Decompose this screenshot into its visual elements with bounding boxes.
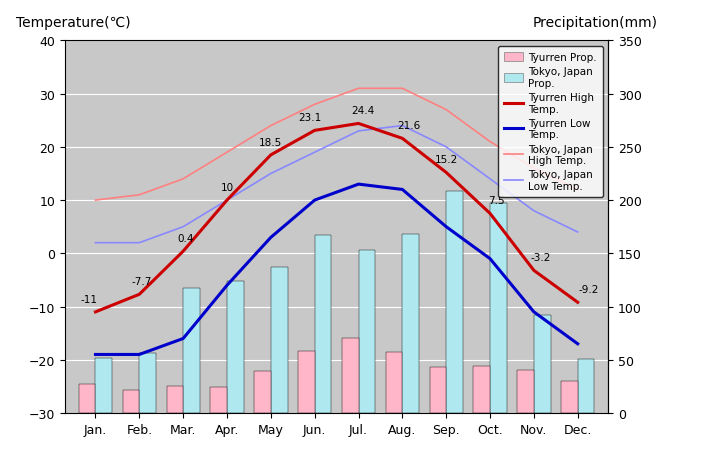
Bar <box>122 390 140 413</box>
Bar <box>359 251 375 413</box>
Bar <box>534 315 551 413</box>
Bar <box>342 339 359 413</box>
Bar <box>227 281 243 413</box>
Text: 18.5: 18.5 <box>259 138 282 147</box>
Text: Temperature(℃): Temperature(℃) <box>16 16 130 30</box>
Text: -7.7: -7.7 <box>131 277 152 287</box>
Text: -9.2: -9.2 <box>578 285 599 295</box>
Bar <box>430 367 446 413</box>
Bar <box>446 191 463 413</box>
Bar <box>166 386 183 413</box>
Text: -3.2: -3.2 <box>530 253 551 263</box>
Bar <box>517 370 534 413</box>
Text: 23.1: 23.1 <box>299 113 322 123</box>
Bar <box>298 352 315 413</box>
Bar <box>473 366 490 413</box>
Bar <box>254 372 271 413</box>
Text: 15.2: 15.2 <box>435 155 458 165</box>
Text: 10: 10 <box>220 183 233 193</box>
Text: Precipitation(mm): Precipitation(mm) <box>532 16 657 30</box>
Text: 7.5: 7.5 <box>488 196 505 206</box>
Bar <box>561 381 577 413</box>
Bar <box>271 268 287 413</box>
Text: -11: -11 <box>81 294 97 304</box>
Bar <box>402 235 419 413</box>
Bar <box>183 289 200 413</box>
Bar <box>386 353 402 413</box>
Legend: Tyurren Prop., Tokyo, Japan
Prop., Tyurren High
Temp., Tyurren Low
Temp., Tokyo,: Tyurren Prop., Tokyo, Japan Prop., Tyurr… <box>498 46 603 198</box>
Text: 0.4: 0.4 <box>177 234 194 244</box>
Text: 24.4: 24.4 <box>351 106 374 116</box>
Text: 21.6: 21.6 <box>397 121 420 131</box>
Bar <box>210 387 227 413</box>
Bar <box>78 385 96 413</box>
Bar <box>140 353 156 413</box>
Bar <box>577 359 595 413</box>
Bar <box>96 358 112 413</box>
Bar <box>490 204 507 413</box>
Bar <box>315 236 331 413</box>
